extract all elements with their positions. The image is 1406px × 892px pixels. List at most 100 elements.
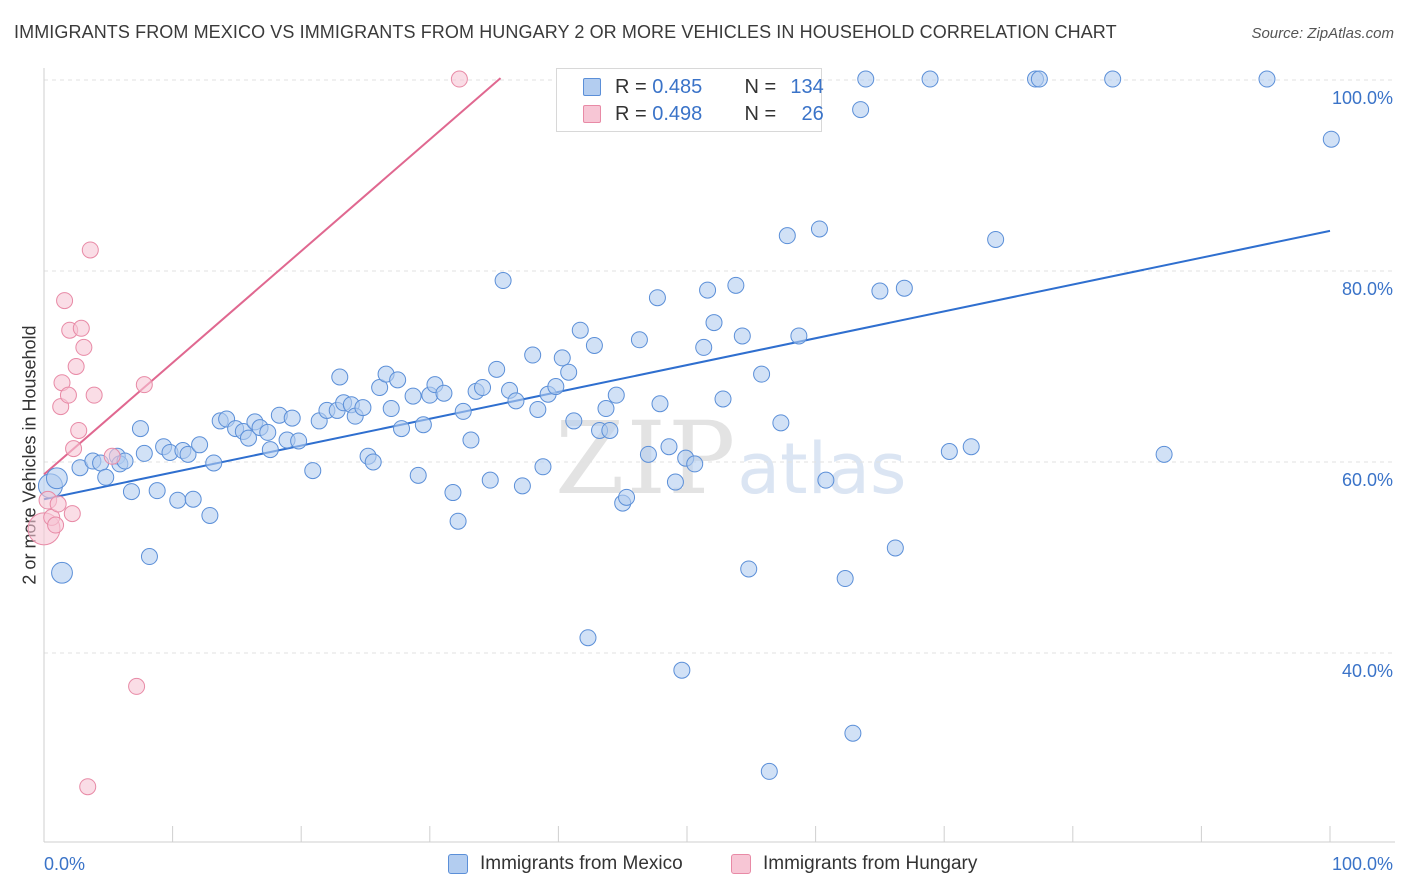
n-label: N = xyxy=(744,75,777,98)
mexico-point xyxy=(283,409,301,427)
mexico-point xyxy=(148,482,166,500)
mexico-point xyxy=(191,436,209,454)
mexico-point xyxy=(122,483,140,501)
legend-item-mexico[interactable]: Immigrants from Mexico xyxy=(448,851,683,877)
mexico-point xyxy=(404,387,422,405)
mexico-point xyxy=(648,289,666,307)
axes xyxy=(43,68,1395,843)
mexico-point xyxy=(474,379,492,397)
mexico-point xyxy=(601,421,619,439)
correlation-legend: R = 0.485 N = 134 R = 0.498 N = 26 xyxy=(556,68,824,132)
mexico-point xyxy=(454,402,472,420)
mexico-point xyxy=(201,506,219,524)
mexico-point xyxy=(565,412,583,430)
mexico-point xyxy=(810,220,828,238)
legend-row-hungary: R = 0.498 N = 26 xyxy=(583,102,824,126)
mexico-point xyxy=(45,467,68,490)
hungary-point xyxy=(135,376,153,394)
mexico-point xyxy=(836,570,854,588)
mexico-point xyxy=(449,512,467,530)
mexico-point xyxy=(131,420,149,438)
hungary-point xyxy=(59,386,77,404)
mexico-point xyxy=(579,629,597,647)
mexico-point xyxy=(364,453,382,471)
hungary-point xyxy=(49,495,67,513)
mexico-point xyxy=(727,276,745,294)
mexico-swatch-icon xyxy=(583,78,601,96)
mexico-point xyxy=(51,561,73,584)
hungary-point xyxy=(67,358,85,375)
mexico-point xyxy=(435,384,453,402)
mexico-point xyxy=(1030,70,1048,88)
legend-label-mexico: Immigrants from Mexico xyxy=(480,853,683,874)
mexico-point xyxy=(444,484,462,502)
mexico-point xyxy=(560,363,578,381)
mexico-point xyxy=(639,445,657,463)
hungary-point xyxy=(79,778,97,796)
n-value: 26 xyxy=(801,102,824,125)
mexico-point xyxy=(414,416,432,434)
hungary-trend-line xyxy=(43,77,502,476)
mexico-point xyxy=(740,560,758,578)
hungary-point xyxy=(63,505,81,523)
trend-lines xyxy=(43,77,1331,501)
mexico-point xyxy=(290,432,308,450)
mexico-point xyxy=(714,390,732,408)
mexico-point xyxy=(382,400,400,418)
watermark-atlas: atlas xyxy=(737,428,907,510)
mexico-point xyxy=(184,490,202,508)
mexico-point xyxy=(354,399,372,417)
mexico-point xyxy=(462,431,480,449)
mexico-point xyxy=(393,420,411,438)
chart-title: IMMIGRANTS FROM MEXICO VS IMMIGRANTS FRO… xyxy=(14,22,1117,42)
hungary-point xyxy=(72,319,90,337)
mexico-point xyxy=(507,392,525,410)
mexico-point xyxy=(553,349,571,367)
mexico-point xyxy=(686,455,704,473)
mexico-point xyxy=(772,414,790,432)
mexico-point xyxy=(607,386,625,404)
mexico-point xyxy=(239,429,257,447)
legend-item-hungary[interactable]: Immigrants from Hungary xyxy=(731,851,977,877)
hungary-point xyxy=(85,386,103,404)
r-value: 0.498 xyxy=(652,102,703,125)
mexico-point xyxy=(179,445,197,463)
x-tick-label: 0.0% xyxy=(44,854,85,874)
y-tick-label: 60.0% xyxy=(1342,470,1393,490)
mexico-point xyxy=(733,327,751,345)
r-label: R = xyxy=(615,102,647,125)
mexico-point xyxy=(844,724,862,742)
mexico-point xyxy=(597,400,615,418)
mexico-point xyxy=(778,227,796,245)
mexico-point xyxy=(547,378,565,396)
mexico-point xyxy=(852,101,870,119)
mexico-point xyxy=(1258,70,1276,88)
mexico-point xyxy=(618,488,636,506)
mexico-point xyxy=(259,423,277,441)
mexico-point xyxy=(481,471,499,489)
n-value: 134 xyxy=(790,75,824,98)
mexico-point xyxy=(585,336,603,354)
mexico-point xyxy=(205,454,223,472)
mexico-point xyxy=(529,400,547,418)
hungary-legend-icon xyxy=(731,854,751,874)
tick-labels: 40.0% 60.0% 80.0% 100.0% 0.0% 100.0% xyxy=(44,88,1393,874)
r-label: R = xyxy=(615,75,647,98)
y-tick-label: 40.0% xyxy=(1342,661,1393,681)
y-tick-label: 100.0% xyxy=(1332,88,1393,108)
mexico-point xyxy=(673,661,691,679)
mexico-trend-line xyxy=(43,229,1331,501)
source-label: Source: ZipAtlas.com xyxy=(1251,25,1394,42)
n-label: N = xyxy=(744,102,777,125)
data-points xyxy=(27,70,1340,796)
mexico-point xyxy=(140,548,158,566)
mexico-point xyxy=(513,477,531,495)
mexico-point xyxy=(753,365,771,383)
watermark: ZIPatlas xyxy=(555,400,906,517)
mexico-point xyxy=(940,442,958,460)
hungary-point xyxy=(103,447,121,465)
hungary-point xyxy=(56,292,74,310)
mexico-point xyxy=(857,70,875,88)
mexico-point xyxy=(760,762,778,780)
mexico-point xyxy=(1155,445,1173,463)
